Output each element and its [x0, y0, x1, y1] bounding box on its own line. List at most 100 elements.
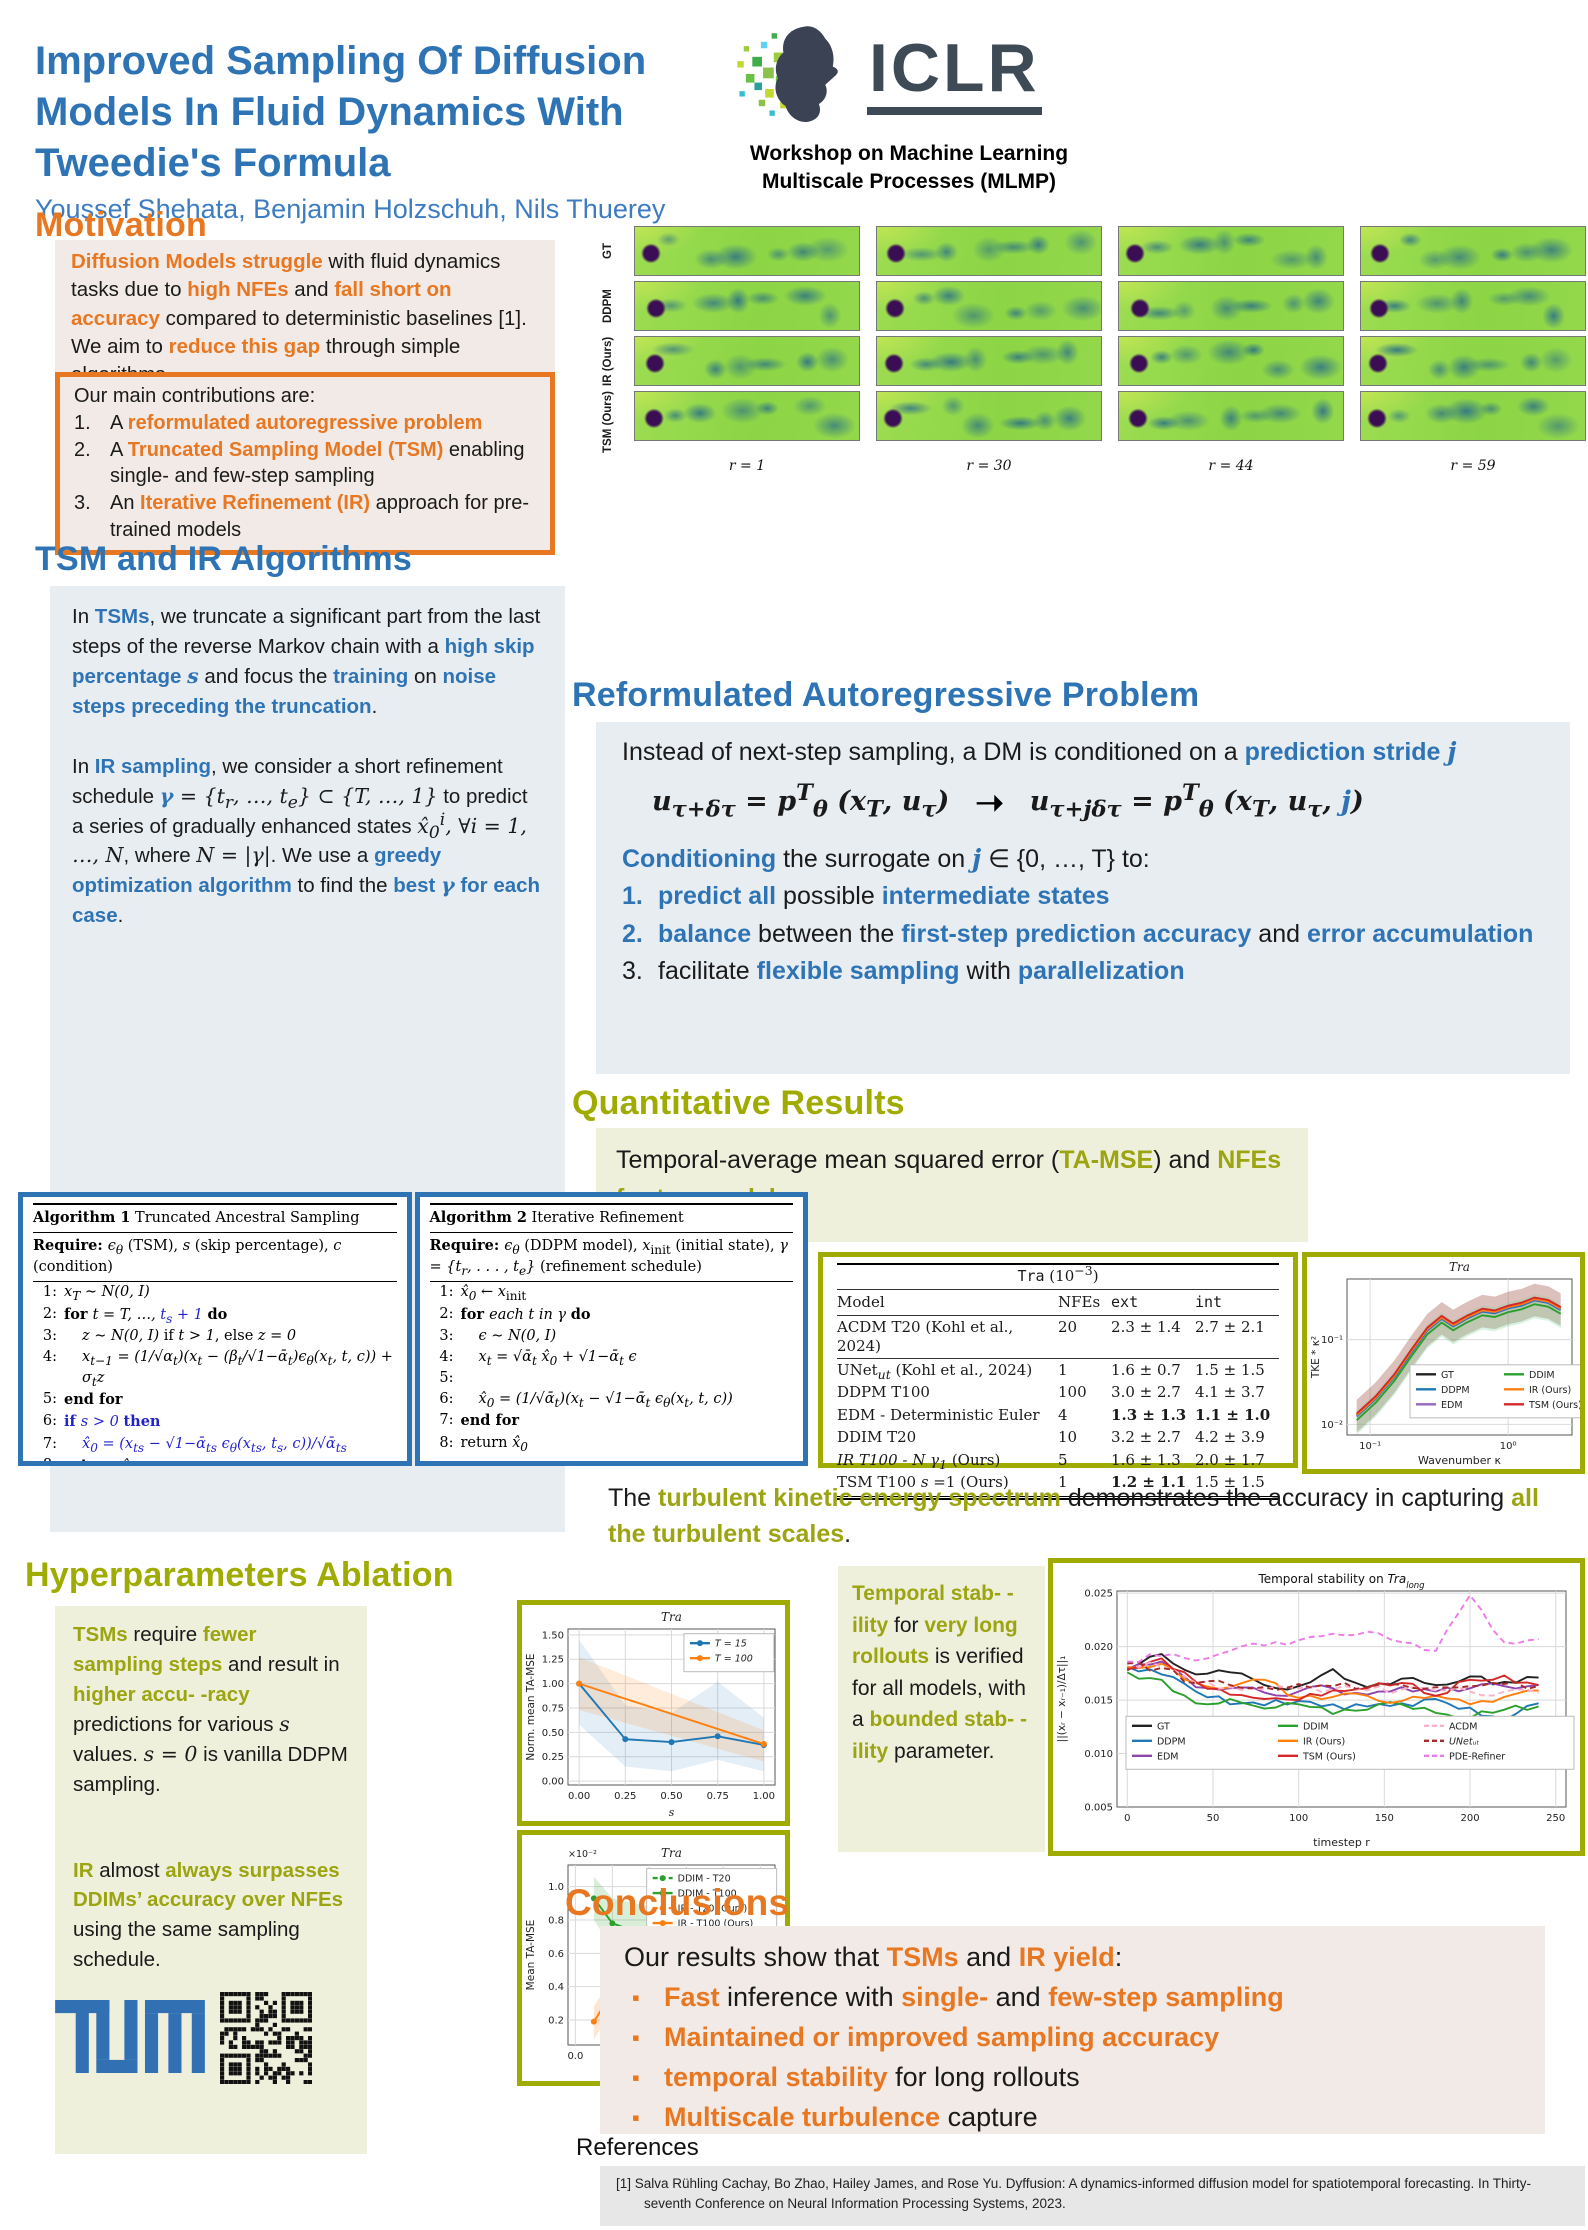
contributions-list: 1. A reformulated autoregressive problem 2… [74, 410, 536, 544]
fluid-sim-image [876, 226, 1102, 276]
equation-right: uτ+jδτ = pTθ (xT, uτ, j) [1029, 780, 1364, 823]
svg-text:Tra: Tra [661, 1846, 682, 1860]
svg-text:DDIM: DDIM [1529, 1370, 1555, 1381]
svg-text:200: 200 [1460, 1813, 1479, 1824]
tum-logo [55, 2000, 205, 2078]
svg-text:1.0: 1.0 [548, 1882, 564, 1893]
svg-text:DDPM: DDPM [1157, 1736, 1186, 1747]
svg-text:PDE-Refiner: PDE-Refiner [1449, 1751, 1505, 1762]
poster-title: Improved Sampling Of Diffusion Models In… [35, 39, 647, 186]
svg-text:GT: GT [1157, 1721, 1170, 1732]
algorithms-figure: Algorithm 1 Truncated Ancestral Sampling… [18, 1192, 808, 1466]
list-item: 1. A reformulated autoregressive problem [74, 411, 483, 434]
fluid-sim-image [1360, 226, 1586, 276]
fluid-sim-image [634, 336, 860, 386]
fluid-sim-image [876, 336, 1102, 386]
svg-text:Tra: Tra [661, 1610, 682, 1624]
quantitative-heading: Quantitative Results [572, 1084, 905, 1122]
svg-text:IR (Ours): IR (Ours) [1303, 1736, 1345, 1747]
table-row: TSM T100 s =1 (Ours) 1 1.2 ± 1.1 1.5 ± 1.5 [837, 1473, 1265, 1491]
references-box: [1] Salva Rühling Cachay, Bo Zhao, Haile… [600, 2166, 1585, 2226]
workshop-line2: Multiscale Processes (MLMP) [761, 170, 1057, 194]
fluid-col-label: r = 44 [1208, 457, 1254, 474]
fluid-sim-image [1118, 391, 1344, 441]
conclusions-list: ▪ Fast inference with single- and few-ste… [624, 1978, 1521, 2138]
reformulated-heading: Reformulated Autoregressive Problem [572, 676, 1200, 714]
fluid-sim-image [876, 391, 1102, 441]
conclusion-bullet: ▪ Maintained or improved sampling accurac… [632, 2021, 1220, 2052]
arrow-icon: ➝ [975, 783, 1004, 822]
svg-text:ACDM: ACDM [1449, 1721, 1477, 1732]
conclusions-box: Our results show that TSMs and IR yield:… [600, 1926, 1545, 2134]
svg-text:50: 50 [1207, 1813, 1220, 1824]
svg-text:0.005: 0.005 [1084, 1803, 1113, 1814]
svg-text:1.00: 1.00 [542, 1679, 564, 1690]
svg-text:0.015: 0.015 [1084, 1696, 1113, 1707]
references-heading: References [576, 2134, 699, 2161]
fluid-row-label: GT [602, 243, 614, 259]
list-item: 2. balance between the first-step predict… [622, 919, 1534, 948]
ablation-s-chart: 0.00 0.25 0.50 0.75 1.00 0.00 0.25 0.50 0.75 1.00… [517, 1600, 790, 1826]
iclr-head-icon [737, 26, 838, 122]
svg-text:10⁻²: 10⁻² [1321, 1420, 1343, 1431]
motivation-text: Diffusion Models struggle with fluid dyn… [55, 240, 555, 398]
svg-text:0.00: 0.00 [568, 1791, 590, 1802]
svg-text:TSM (Ours): TSM (Ours) [1528, 1400, 1580, 1411]
svg-text:timestep r: timestep r [1313, 1836, 1370, 1849]
svg-text:Wavenumber κ: Wavenumber κ [1418, 1454, 1502, 1467]
svg-text:0.75: 0.75 [542, 1703, 564, 1714]
svg-text:0.50: 0.50 [542, 1728, 564, 1739]
fluid-sim-image [634, 281, 860, 331]
fluid-sim-image [1360, 281, 1586, 331]
svg-text:Temporal stability on Tralong: Temporal stability on Tralong [1257, 1572, 1425, 1591]
reformulated-p2: Conditioning the surrogate on j ∈ {0, …,… [622, 843, 1150, 873]
list-item: 3. An Iterative Refinement (IR) approach … [74, 492, 530, 541]
hyperparams-p1: TSMs require fewer sampling steps and re… [73, 1623, 348, 1796]
reformulated-list: 1. predict all possible intermediate stat… [622, 879, 1544, 990]
svg-text:0.0: 0.0 [567, 2051, 583, 2062]
svg-text:250: 250 [1546, 1813, 1565, 1824]
fluid-row-label: TSM (Ours) [602, 391, 614, 453]
fluid-grid: GT DDPM IR (Ours) TSM (Ours) r = 1 r = 30 r = … [598, 226, 1586, 479]
svg-text:0.010: 0.010 [1084, 1749, 1113, 1760]
stability-note: Temporal stab- -ility for very long roll… [838, 1566, 1045, 1852]
iclr-wordmark: ICLR [867, 32, 1042, 115]
svg-text:IR - T20 (Ours): IR - T20 (Ours) [678, 1904, 748, 1915]
fluid-sim-image [1118, 281, 1344, 331]
algorithm-1-box: Algorithm 1 Truncated Ancestral Sampling… [18, 1192, 412, 1466]
tsm-ir-heading: TSM and IR Algorithms [35, 540, 412, 578]
svg-text:0.6: 0.6 [548, 1949, 564, 1960]
svg-text:0.75: 0.75 [707, 1791, 729, 1802]
svg-text:×10⁻²: ×10⁻² [568, 1849, 597, 1860]
contributions-box: Our main contributions are: 1. A reformul… [55, 372, 555, 555]
tke-spectrum-chart: 10⁻¹ 10⁰ 10⁻² 10⁻¹ Tra Wavenumber κ TKE * κ² GT… [1302, 1252, 1588, 1474]
fluid-col-label: r = 59 [1450, 457, 1496, 474]
ir-paragraph: In IR sampling, we consider a short refi… [72, 754, 541, 928]
svg-text:GT: GT [1441, 1370, 1454, 1381]
conclusions-heading: Conclusions [565, 1882, 790, 1923]
svg-text:0.4: 0.4 [548, 1982, 564, 1993]
svg-text:1.50: 1.50 [542, 1630, 564, 1641]
fluid-row-label: DDPM [602, 289, 614, 323]
tsm-paragraph: In TSMs, we truncate a significant part … [72, 605, 541, 718]
svg-text:s: s [669, 1806, 675, 1819]
head-silhouette [775, 26, 838, 122]
svg-text:T = 100: T = 100 [715, 1654, 753, 1665]
conclusion-bullet: ▪ temporal stability for long rollouts [632, 2061, 1080, 2092]
svg-text:1.25: 1.25 [542, 1655, 564, 1666]
list-item: 2. A Truncated Sampling Model (TSM) enabl… [74, 438, 525, 488]
svg-text:T = 15: T = 15 [715, 1639, 747, 1650]
list-item: 3. facilitate flexible sampling with para… [622, 957, 1185, 986]
workshop-line1: Workshop on Machine Learning [749, 142, 1069, 165]
table-row: UNetut (Kohl et al., 2024) 1 1.6 ± 0.7 1.5 … [837, 1360, 1265, 1382]
table-row: EDM - Deterministic Euler 4 1.3 ± 1.3 1.1 ±… [837, 1405, 1271, 1424]
autoregressive-equation: uτ+δτ = pTθ (xT, uτ) ➝ uτ+jδτ = pTθ (xT,… [652, 779, 1544, 827]
hyperparams-heading: Hyperparameters Ablation [25, 1556, 454, 1594]
fluid-sim-image [1118, 226, 1344, 276]
reformulated-p1: Instead of next-step sampling, a DM is c… [622, 737, 1457, 766]
table-row: DDPM T100 100 3.0 ± 2.7 4.1 ± 3.7 [837, 1383, 1265, 1401]
svg-text:EDM: EDM [1157, 1751, 1179, 1762]
fluid-col-label: r = 1 [728, 457, 766, 474]
table-row: IR T100 - N γ1 (Ours) 5 1.6 ± 1.3 2.0 ± 1.7 [837, 1450, 1265, 1472]
